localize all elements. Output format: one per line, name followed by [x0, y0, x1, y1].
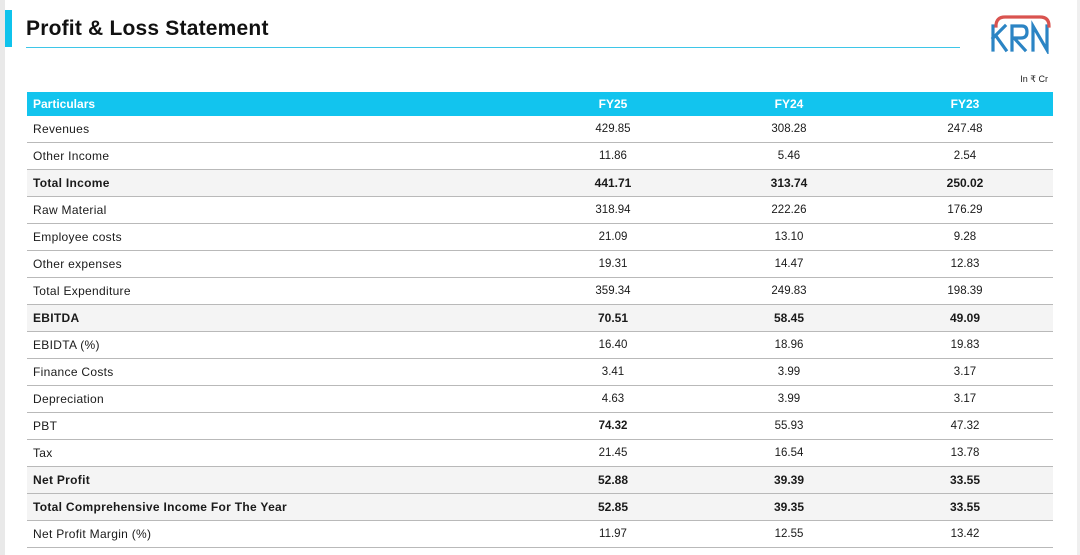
- row-value-fy25: 429.85: [525, 116, 701, 143]
- table-row: Total Income 441.71 313.74 250.02: [27, 169, 1053, 197]
- row-value-fy25: 16.40: [525, 331, 701, 359]
- right-edge-strip: [1077, 0, 1080, 555]
- row-value-fy25: 21.45: [525, 439, 701, 467]
- table-header-row: Particulars FY25 FY24 FY23: [27, 92, 1053, 116]
- row-label: Net Profit Margin (%): [27, 520, 525, 548]
- table-row: Finance Costs 3.41 3.99 3.17: [27, 358, 1053, 386]
- row-value-fy24: 3.99: [701, 385, 877, 413]
- row-label: Finance Costs: [27, 358, 525, 386]
- row-value-fy23: 13.78: [877, 439, 1053, 467]
- row-value-fy24: 39.35: [701, 493, 877, 521]
- row-value-fy23: 198.39: [877, 277, 1053, 305]
- row-value-fy23: 3.17: [877, 385, 1053, 413]
- row-label: Other Income: [27, 142, 525, 170]
- profit-loss-table: Particulars FY25 FY24 FY23 Revenues 429.8…: [27, 92, 1053, 548]
- row-value-fy23: 247.48: [877, 116, 1053, 143]
- column-header-particulars: Particulars: [27, 92, 525, 116]
- table-row: Net Profit 52.88 39.39 33.55: [27, 466, 1053, 494]
- row-value-fy24: 308.28: [701, 116, 877, 143]
- row-value-fy24: 5.46: [701, 142, 877, 170]
- table-row: EBIDTA (%) 16.40 18.96 19.83: [27, 331, 1053, 359]
- row-value-fy25: 3.41: [525, 358, 701, 386]
- row-label: Net Profit: [27, 466, 525, 494]
- row-label: Total Expenditure: [27, 277, 525, 305]
- row-value-fy23: 2.54: [877, 142, 1053, 170]
- column-header-fy25: FY25: [525, 92, 701, 116]
- row-value-fy25: 4.63: [525, 385, 701, 413]
- row-label: EBITDA: [27, 304, 525, 332]
- row-value-fy24: 14.47: [701, 250, 877, 278]
- row-value-fy24: 39.39: [701, 466, 877, 494]
- table-row: Net Profit Margin (%) 11.97 12.55 13.42: [27, 520, 1053, 548]
- row-value-fy25: 21.09: [525, 223, 701, 251]
- row-label: EBIDTA (%): [27, 331, 525, 359]
- table-row: Revenues 429.85 308.28 247.48: [27, 116, 1053, 143]
- column-header-fy24: FY24: [701, 92, 877, 116]
- table-row: Raw Material 318.94 222.26 176.29: [27, 196, 1053, 224]
- page-title: Profit & Loss Statement: [26, 17, 269, 40]
- table-row: Other Income 11.86 5.46 2.54: [27, 142, 1053, 170]
- row-value-fy25: 359.34: [525, 277, 701, 305]
- left-edge-strip: [0, 0, 5, 555]
- row-value-fy24: 16.54: [701, 439, 877, 467]
- table-row: EBITDA 70.51 58.45 49.09: [27, 304, 1053, 332]
- row-label: Employee costs: [27, 223, 525, 251]
- row-label: Depreciation: [27, 385, 525, 413]
- row-label: Other expenses: [27, 250, 525, 278]
- row-value-fy25: 52.88: [525, 466, 701, 494]
- row-value-fy23: 47.32: [877, 412, 1053, 440]
- row-label: Total Income: [27, 169, 525, 197]
- row-label: Raw Material: [27, 196, 525, 224]
- table-row: Tax 21.45 16.54 13.78: [27, 439, 1053, 467]
- row-value-fy23: 9.28: [877, 223, 1053, 251]
- column-header-fy23: FY23: [877, 92, 1053, 116]
- row-value-fy23: 33.55: [877, 493, 1053, 521]
- row-label: PBT: [27, 412, 525, 440]
- row-value-fy23: 49.09: [877, 304, 1053, 332]
- row-value-fy24: 58.45: [701, 304, 877, 332]
- row-value-fy24: 55.93: [701, 412, 877, 440]
- row-value-fy25: 11.97: [525, 520, 701, 548]
- row-value-fy25: 19.31: [525, 250, 701, 278]
- row-value-fy23: 250.02: [877, 169, 1053, 197]
- row-value-fy25: 74.32: [525, 412, 701, 440]
- krn-logo: [990, 15, 1051, 54]
- table-row: Employee costs 21.09 13.10 9.28: [27, 223, 1053, 251]
- table-row: Total Comprehensive Income For The Year 5…: [27, 493, 1053, 521]
- row-value-fy24: 18.96: [701, 331, 877, 359]
- row-value-fy24: 249.83: [701, 277, 877, 305]
- row-value-fy24: 13.10: [701, 223, 877, 251]
- row-value-fy23: 176.29: [877, 196, 1053, 224]
- row-label: Total Comprehensive Income For The Year: [27, 493, 525, 521]
- row-value-fy25: 441.71: [525, 169, 701, 197]
- title-underline: [26, 47, 960, 48]
- row-label: Revenues: [27, 116, 525, 143]
- row-value-fy23: 12.83: [877, 250, 1053, 278]
- row-value-fy23: 33.55: [877, 466, 1053, 494]
- row-value-fy25: 52.85: [525, 493, 701, 521]
- unit-note: In ₹ Cr: [1020, 74, 1048, 84]
- row-value-fy25: 318.94: [525, 196, 701, 224]
- row-value-fy25: 11.86: [525, 142, 701, 170]
- row-value-fy23: 19.83: [877, 331, 1053, 359]
- table-row: Other expenses 19.31 14.47 12.83: [27, 250, 1053, 278]
- row-label: Tax: [27, 439, 525, 467]
- table-row: PBT 74.32 55.93 47.32: [27, 412, 1053, 440]
- row-value-fy23: 13.42: [877, 520, 1053, 548]
- row-value-fy23: 3.17: [877, 358, 1053, 386]
- row-value-fy25: 70.51: [525, 304, 701, 332]
- row-value-fy24: 12.55: [701, 520, 877, 548]
- row-value-fy24: 3.99: [701, 358, 877, 386]
- table-row: Depreciation 4.63 3.99 3.17: [27, 385, 1053, 413]
- title-accent-bar: [5, 10, 12, 47]
- table-row: Total Expenditure 359.34 249.83 198.39: [27, 277, 1053, 305]
- row-value-fy24: 313.74: [701, 169, 877, 197]
- table-body: Revenues 429.85 308.28 247.48 Other Income 11…: [27, 116, 1053, 548]
- row-value-fy24: 222.26: [701, 196, 877, 224]
